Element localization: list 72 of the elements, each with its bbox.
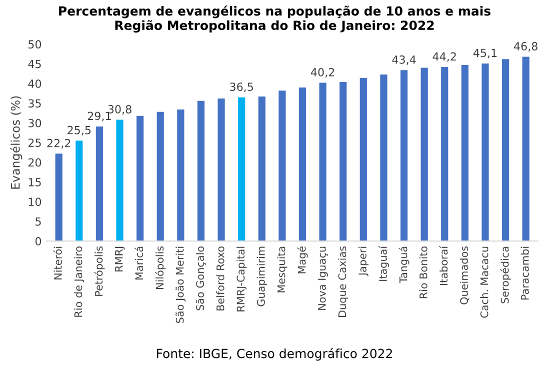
data-label: 30,8 [108,105,132,115]
y-axis-title: Evangélicos (%) [10,96,22,189]
x-tick-label: Belford Roxo [216,246,224,310]
y-tick-label: 5 [36,217,41,226]
bar [55,154,62,242]
x-tick-label: Guapimirim [256,246,267,306]
bar [258,96,266,242]
data-label: 25,5 [68,126,91,136]
y-tick-label: 50 [28,40,42,49]
bar [522,56,530,242]
x-tick-label: Nilópolis [155,246,166,290]
y-tick-label: 40 [28,80,42,88]
bar [136,116,144,242]
bar [441,67,448,242]
x-tick-label: Nova Iguaçu [318,246,328,310]
data-label: 45,1 [473,48,497,58]
x-tick-label: Cach. Macacu [480,246,488,318]
y-tick-label: 10 [28,198,42,206]
y-tick-label: 20 [28,158,42,167]
x-tick-label: Rio de Janeiro [74,246,84,317]
x-tick-label: Itaguaí [378,246,389,281]
data-label: 43,4 [392,55,416,65]
bar [96,126,104,242]
source-note: Fonte: IBGE, Censo demográfico 2022 [156,348,392,361]
x-tick-label: Maricá [134,246,144,280]
x-tick-label: Mesquita [277,246,288,292]
x-tick-label: RMRJ [115,246,125,272]
y-tick-label: 30 [28,118,42,128]
data-label: 40,2 [310,68,334,78]
x-tick-label: Tanguá [398,246,410,284]
bar [420,68,428,242]
bar [156,112,164,242]
bar [116,120,124,242]
bar [298,87,306,242]
x-tick-label: Duque Caxias [338,246,348,317]
bar [360,78,367,242]
bar [400,70,408,242]
x-tick-label: Queimados [460,246,470,304]
chart-title: Percentagem de evangélicos na população de 10 anos e mais Região Metropolitana do Rio de Janeiro: 2022 [59,6,490,33]
bar [319,82,326,242]
y-tick-label: 35 [28,99,41,108]
y-tick-label: 45 [28,60,41,68]
data-label: 29,1 [88,112,111,122]
x-tick-label: Itaboraí [439,246,448,285]
bar [502,59,510,242]
bar [197,100,205,242]
bar [278,90,286,242]
x-tick-label: São João Meriti [176,246,186,323]
x-tick-label: Magé [297,246,308,274]
data-label: 36,5 [230,82,253,92]
bar [177,110,184,242]
x-tick-label: Paracambi [520,246,529,300]
bar [340,82,347,242]
x-tick-label: Petrópolis [94,246,105,296]
x-tick-label: São Gonçalo [196,246,206,310]
x-tick-label: Seropédica [500,246,511,304]
x-tick-label: Rio Bonito [419,246,428,298]
bar [461,65,468,242]
y-tick-label: 0 [35,237,42,246]
bar [380,74,388,242]
x-tick-label: Japeri [358,246,368,276]
bar [76,140,83,242]
y-tick-label: 25 [28,138,41,147]
data-label: 22,2 [47,138,70,148]
bar [482,63,489,242]
data-label: 46,8 [514,42,538,52]
bar [218,98,225,242]
data-label: 44,2 [432,52,456,62]
x-tick-label: RMRJ-Capital [236,246,247,312]
x-tick-label: Niterói [53,246,62,280]
y-tick-label: 15 [28,178,41,186]
bar [238,97,246,242]
